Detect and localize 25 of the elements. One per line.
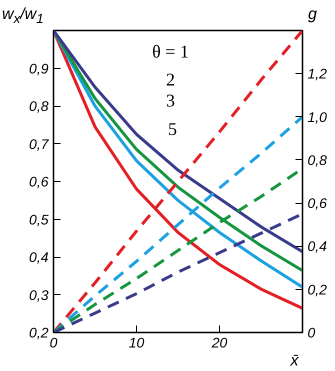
y-tick-label: 0,2 bbox=[29, 324, 49, 340]
y-axis-title: w$_{x}$/w$_{1}$ bbox=[2, 5, 44, 28]
y2-axis-title: g bbox=[308, 5, 317, 25]
annotation: 5 bbox=[168, 118, 178, 139]
y2-tick-label: 0,2 bbox=[308, 281, 328, 298]
y-tick-label: 0,5 bbox=[29, 211, 49, 228]
y2-tick-label: 0,8 bbox=[308, 152, 328, 168]
x-axis-title: x̄ bbox=[290, 352, 300, 370]
y2-tick-label: 0,6 bbox=[308, 195, 328, 212]
annotation: θ = 1 bbox=[152, 42, 189, 62]
y-tick-label: 0,9 bbox=[29, 60, 49, 76]
y-tick-label: 0,3 bbox=[29, 286, 49, 303]
y2-tick-label: 0,4 bbox=[308, 238, 328, 254]
y2-tick-label: 1,0 bbox=[308, 108, 328, 125]
annotation: 3 bbox=[166, 90, 176, 110]
y-tick-label: 0,4 bbox=[29, 249, 49, 265]
y-tick-label: 0,8 bbox=[29, 98, 49, 114]
annotation: 2 bbox=[166, 70, 176, 90]
y2-tick-label: 1,2 bbox=[308, 66, 328, 82]
y-tick-label: 0,7 bbox=[29, 136, 50, 152]
y-tick-label: 0,6 bbox=[29, 174, 49, 190]
x-tick-label: 0 bbox=[50, 334, 58, 350]
x-tick-label: 10 bbox=[128, 334, 144, 350]
x-tick-label: 20 bbox=[210, 334, 228, 350]
y2-tick-label: 0 bbox=[308, 324, 316, 340]
